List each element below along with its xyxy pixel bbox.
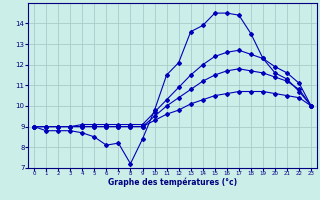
X-axis label: Graphe des températures (°c): Graphe des températures (°c) bbox=[108, 178, 237, 187]
